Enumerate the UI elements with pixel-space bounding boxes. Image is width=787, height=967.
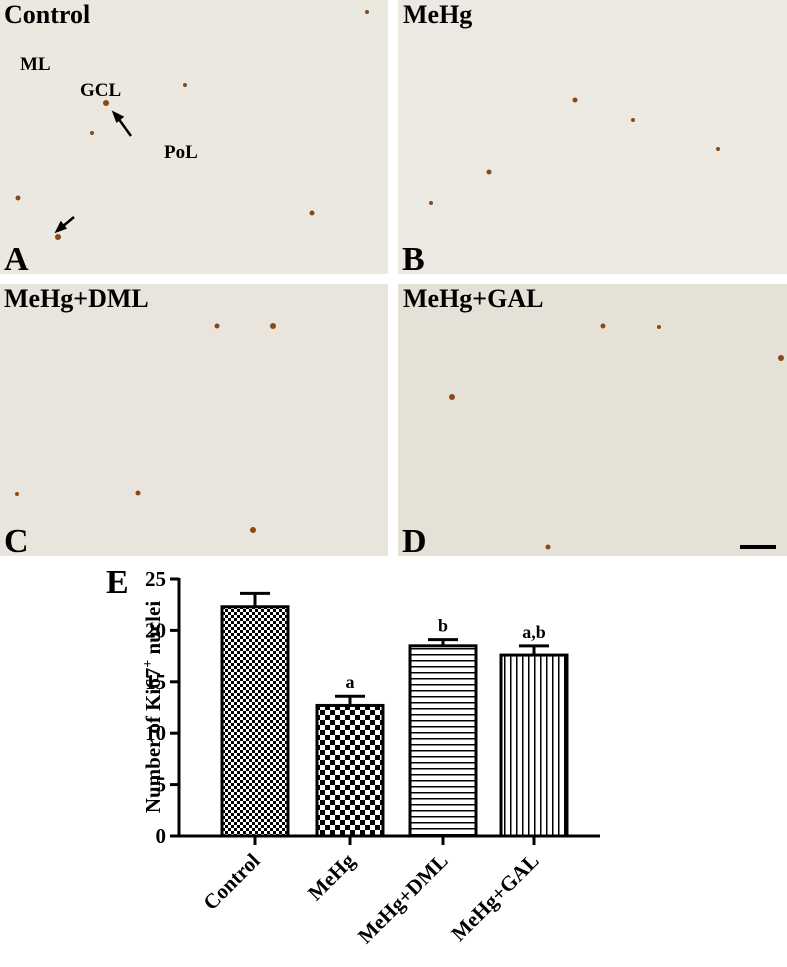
annotation: PoL — [164, 142, 198, 163]
x-tick-label: Control — [198, 848, 264, 914]
y-axis-label-part: nuclei — [141, 601, 165, 660]
significance-label: a,b — [522, 622, 546, 642]
y-tick-label: 5 — [156, 773, 167, 797]
bar — [315, 703, 385, 838]
panel-letter: E — [106, 564, 129, 601]
panel-title: Control — [4, 0, 90, 29]
y-tick-label: 25 — [145, 567, 166, 591]
y-axis-label: Number of Ki67+ nuclei — [141, 601, 165, 814]
micrograph — [0, 0, 388, 274]
panel-letter: C — [4, 523, 29, 560]
x-tick-label: MeHg+DML — [353, 849, 453, 949]
panel-title: MeHg — [403, 0, 472, 29]
panel-letter: A — [4, 241, 29, 278]
annotation: ML — [20, 54, 51, 75]
micrograph — [398, 0, 787, 274]
arrows — [54, 110, 133, 234]
y-axis-label-part: Number of Ki67 — [141, 668, 165, 813]
micrograph — [398, 284, 787, 556]
y-tick-label: 15 — [145, 670, 166, 694]
micrograph — [0, 284, 388, 556]
y-tick-label: 0 — [156, 824, 167, 848]
significance-label: b — [438, 616, 448, 636]
y-tick-label: 10 — [145, 721, 166, 745]
significance-label: a — [346, 672, 355, 692]
bar — [499, 653, 569, 838]
panel-letter: B — [402, 241, 425, 278]
x-tick-label: MeHg+GAL — [446, 849, 543, 946]
x-tick-label: MeHg — [303, 848, 360, 905]
y-axis-label-sup: + — [141, 660, 156, 668]
stained-nuclei — [15, 10, 784, 550]
panel-title: MeHg+DML — [4, 284, 149, 313]
panel-letter: D — [402, 523, 427, 560]
bar — [220, 605, 290, 838]
bar — [408, 644, 478, 838]
panel-title: MeHg+GAL — [403, 284, 543, 313]
y-tick-label: 20 — [145, 618, 166, 642]
scale-bar — [740, 545, 776, 549]
annotation: GCL — [80, 80, 121, 101]
